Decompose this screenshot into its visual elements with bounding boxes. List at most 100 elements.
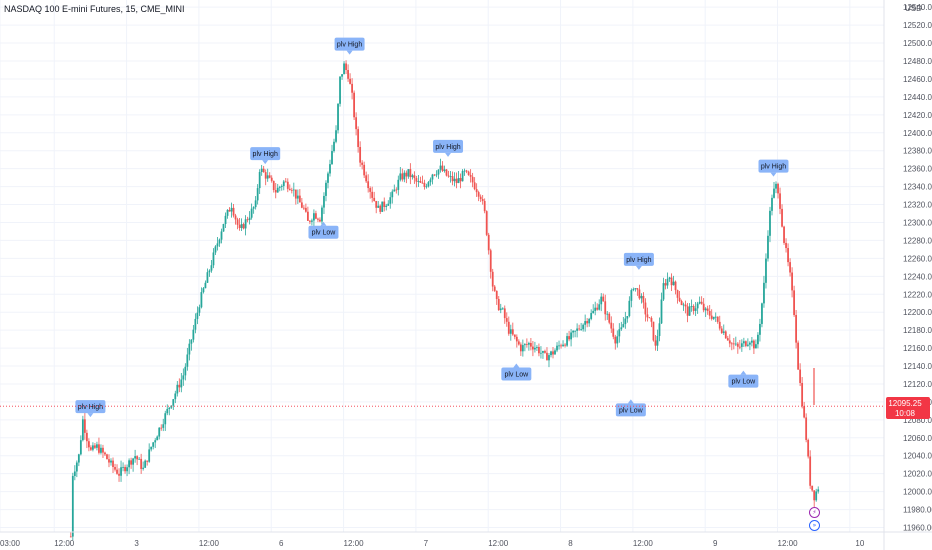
candle-body <box>596 307 599 310</box>
pivot-marker[interactable]: plv High <box>75 400 106 418</box>
candle-body <box>154 440 157 443</box>
candle-body <box>463 170 466 172</box>
candle-body <box>379 205 382 212</box>
double-arrow-icon[interactable]: » <box>809 520 820 531</box>
pivot-marker[interactable]: plv Low <box>728 370 759 388</box>
candle-body <box>315 213 317 219</box>
candle-body <box>457 178 460 184</box>
lightning-icon[interactable]: ⚡ <box>809 507 820 518</box>
candle-body <box>377 205 380 208</box>
candle-body <box>140 458 143 469</box>
candle-body <box>200 292 203 308</box>
candle-body <box>568 336 570 340</box>
candle-body <box>702 303 705 311</box>
pivot-marker-label: plv High <box>78 404 103 411</box>
price-tick-label: 12320.00 <box>903 201 932 210</box>
candle-body <box>104 452 106 455</box>
candle-body <box>692 306 695 311</box>
candle-body <box>232 207 235 216</box>
pivot-marker[interactable]: plv Low <box>615 399 646 417</box>
candle-body <box>138 458 141 460</box>
price-tick-label: 12140.00 <box>903 362 932 371</box>
candle-body <box>206 272 209 283</box>
candle-body <box>333 141 335 152</box>
candle-body <box>632 289 635 291</box>
candle-body <box>523 344 526 346</box>
price-axis[interactable]: 12540.00 12520.00 12500.00 12480.00 12460.00… <box>903 3 932 532</box>
candle-body <box>128 460 130 468</box>
candle-body <box>204 282 207 289</box>
candle-body <box>325 182 327 196</box>
pivot-marker[interactable]: plv High <box>433 139 464 157</box>
candle-body <box>445 169 448 176</box>
candle-body <box>753 340 755 349</box>
candle-body <box>572 330 574 333</box>
pivot-marker[interactable]: plv High <box>623 252 654 270</box>
candle-body <box>381 201 384 212</box>
candle-body <box>110 460 112 463</box>
candle-body <box>511 329 514 335</box>
candle-body <box>805 417 808 440</box>
candle-body <box>608 313 611 323</box>
candle-body <box>630 290 633 301</box>
candle-body <box>497 298 500 311</box>
candle-body <box>319 219 321 222</box>
pivot-marker-bg <box>623 252 654 266</box>
candle-body <box>686 306 689 316</box>
candle-body <box>331 151 333 165</box>
candle-body <box>73 471 76 476</box>
candle-body <box>714 316 717 318</box>
candle-body <box>114 466 116 470</box>
candle-body <box>100 447 102 453</box>
candle-body <box>740 343 743 347</box>
candle-body <box>160 427 163 429</box>
candle-body <box>598 304 601 310</box>
pivot-marker-label: plv High <box>761 164 786 171</box>
candle-body <box>132 458 134 465</box>
candle-body <box>264 172 267 179</box>
pivot-marker[interactable]: plv High <box>250 147 281 165</box>
candle-body <box>483 200 486 212</box>
candle-body <box>720 328 723 333</box>
pivot-marker[interactable]: plv Low <box>501 363 532 381</box>
candle-body <box>491 271 494 287</box>
candle-body <box>242 224 245 229</box>
candle-body <box>666 278 669 286</box>
price-tick-label: 12040.00 <box>903 452 932 461</box>
candle-body <box>654 340 657 346</box>
candle-body <box>495 290 498 299</box>
time-tick-label: 8 <box>568 539 573 548</box>
candle-body <box>624 318 627 325</box>
candle-body <box>399 173 402 180</box>
candle-body <box>722 331 725 333</box>
candle-body <box>515 336 518 342</box>
candle-body <box>493 286 496 291</box>
pivot-marker-bg <box>433 139 464 153</box>
candle-body <box>327 173 329 183</box>
candle-body <box>284 181 287 183</box>
candle-body <box>222 224 225 232</box>
pivot-marker[interactable]: plv High <box>334 37 365 55</box>
candle-body <box>614 336 617 344</box>
candle-body <box>218 239 221 244</box>
pivot-marker-bg <box>758 159 789 173</box>
candle-body <box>238 224 241 228</box>
candle-body <box>441 165 444 171</box>
candle-body <box>503 308 506 319</box>
candle-body <box>718 321 721 329</box>
candle-body <box>176 384 179 394</box>
candle-body <box>252 207 255 209</box>
pivot-marker[interactable]: plv Low <box>308 221 339 239</box>
candle-body <box>509 329 512 334</box>
pivot-marker-pointer <box>740 370 747 375</box>
pivot-marker-bg <box>308 225 339 239</box>
time-tick-label: 10 <box>855 539 864 548</box>
candle-body <box>83 419 86 433</box>
candle-body <box>584 321 587 325</box>
pivot-marker[interactable]: plv High <box>758 159 789 177</box>
price-tick-label: 12500.00 <box>903 39 932 48</box>
price-tick-label: 11960.00 <box>903 524 932 533</box>
time-axis[interactable]: 03:00 12:00 3 12:00 6 12:00 7 12:00 8 12:00 9 12:00… <box>0 539 865 548</box>
currency-label: USD <box>905 4 922 13</box>
